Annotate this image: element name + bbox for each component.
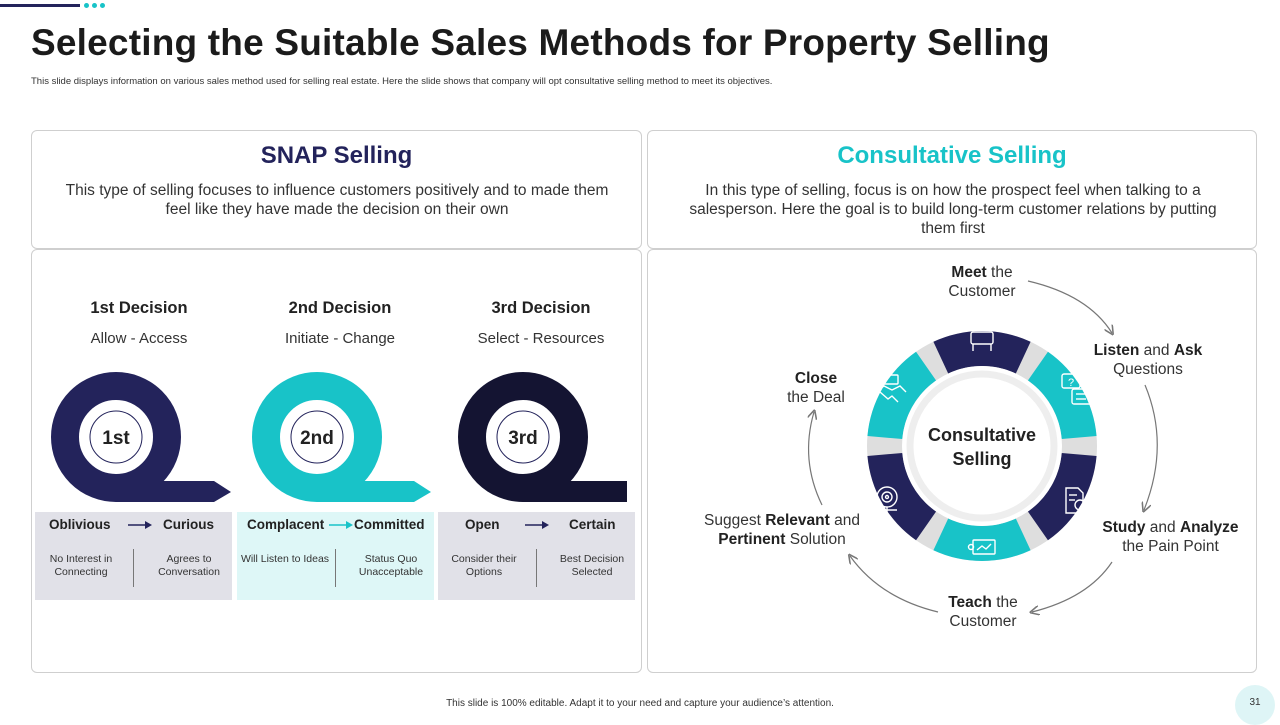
decision-2-from-desc: Will Listen to Ideas	[240, 553, 330, 565]
step-meet-rest: the	[986, 264, 1013, 281]
decision-2-to-desc: Status Quo Unacceptable	[358, 553, 424, 578]
step-study-line2: the Pain Point	[1122, 538, 1219, 555]
step-listen-bold1: Listen	[1093, 342, 1140, 359]
page-number: 31	[1235, 685, 1275, 725]
decision-3-to: Certain	[569, 517, 616, 532]
top-accent-dots	[84, 3, 108, 8]
divider	[536, 549, 537, 587]
step-study-label: Study and Analyze the Pain Point	[1093, 518, 1248, 556]
arrow-right-icon	[329, 521, 353, 529]
arrow-right-icon	[525, 521, 549, 529]
snap-header-panel: SNAP Selling This type of selling focuse…	[31, 130, 642, 249]
decision-1-box: Oblivious Curious No Interest in Connect…	[35, 512, 232, 600]
decision-1-from-desc: No Interest in Connecting	[49, 553, 113, 578]
step-suggest-bold2: Pertinent	[718, 531, 786, 548]
step-meet-line2: Customer	[948, 283, 1016, 300]
snap-title: SNAP Selling	[260, 142, 413, 169]
decision-1-to-desc: Agrees to Conversation	[158, 553, 220, 578]
divider	[133, 549, 134, 587]
step-suggest-mid: and	[829, 512, 860, 529]
top-accent-bar	[0, 4, 80, 7]
decision-2-title: 2nd Decision	[288, 299, 392, 317]
decision-3-title: 3rd Decision	[491, 299, 591, 317]
slide-footer: This slide is 100% editable. Adapt it to…	[446, 698, 834, 709]
decision-2-from: Complacent	[247, 517, 325, 532]
step-teach-label: Teach the Customer	[923, 593, 1043, 631]
consultative-header-panel: Consultative Selling In this type of sel…	[647, 130, 1257, 249]
step-teach-bold: Teach	[948, 594, 992, 611]
step-meet-label: Meet the Customer	[922, 263, 1042, 301]
snap-description: This type of selling focuses to influenc…	[65, 182, 609, 218]
step-meet-bold: Meet	[951, 264, 987, 281]
step-suggest-post: Solution	[785, 531, 846, 548]
decision-1-title: 1st Decision	[90, 299, 188, 317]
step-study-bold1: Study	[1102, 519, 1146, 536]
step-suggest-pre: Suggest	[704, 512, 766, 529]
step-study-mid: and	[1145, 519, 1180, 536]
step-close-bold: Close	[794, 370, 838, 387]
divider	[335, 549, 336, 587]
consultative-title: Consultative Selling	[837, 142, 1067, 169]
step-teach-rest: the	[991, 594, 1018, 611]
step-teach-line2: Customer	[949, 613, 1017, 630]
step-suggest-label: Suggest Relevant and Pertinent Solution	[692, 511, 872, 549]
decision-3-from: Open	[465, 517, 500, 532]
slide-title: Selecting the Suitable Sales Methods for…	[31, 22, 1050, 63]
step-listen-label: Listen and Ask Questions	[1078, 341, 1218, 379]
decision-2-box: Complacent Committed Will Listen to Idea…	[237, 512, 434, 600]
step-listen-bold2: Ask	[1173, 342, 1203, 359]
decision-3-from-desc: Consider their Options	[451, 553, 517, 578]
step-study-bold2: Analyze	[1179, 519, 1239, 536]
decision-2-to: Committed	[354, 517, 425, 532]
decision-1-to: Curious	[163, 517, 215, 532]
decision-1-subtitle: Allow - Access	[90, 330, 188, 347]
decision-1-from: Oblivious	[49, 517, 111, 532]
consultative-description: In this type of selling, focus is on how…	[689, 182, 1217, 237]
decision-3-subtitle: Select - Resources	[477, 330, 605, 347]
step-listen-line2: Questions	[1113, 361, 1183, 378]
slide-subtitle: This slide displays information on vario…	[31, 76, 773, 87]
step-close-label: Close the Deal	[766, 369, 866, 407]
arrow-right-icon	[128, 521, 152, 529]
decision-3-to-desc: Best Decision Selected	[559, 553, 625, 578]
step-close-line2: the Deal	[787, 389, 845, 406]
decision-3-box: Open Certain Consider their Options Best…	[438, 512, 635, 600]
decision-2-subtitle: Initiate - Change	[284, 330, 396, 347]
step-listen-mid: and	[1139, 342, 1174, 359]
step-suggest-bold1: Relevant	[765, 512, 830, 529]
